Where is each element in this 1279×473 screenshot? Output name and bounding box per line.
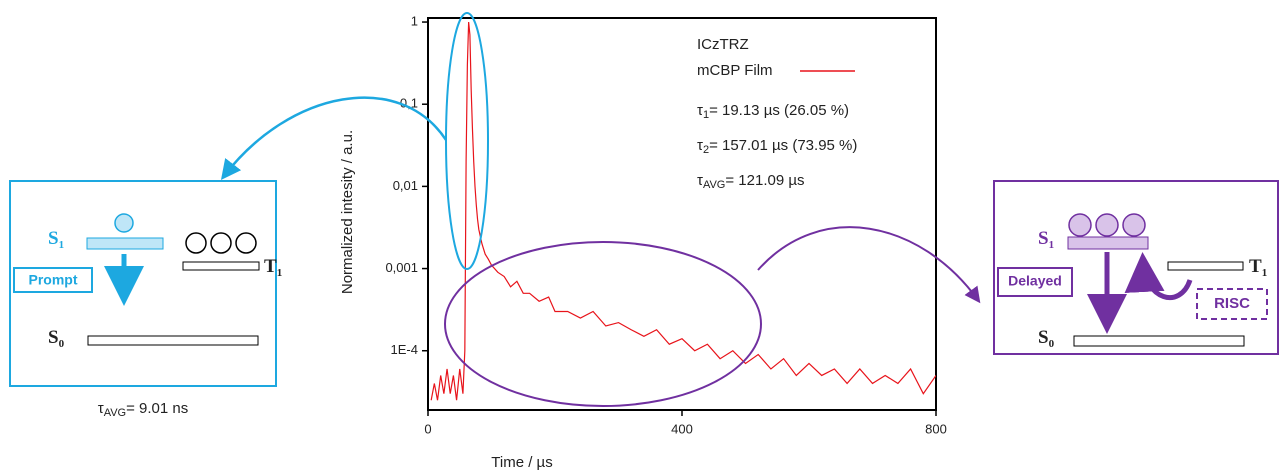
- box: [9, 180, 277, 387]
- y-tick-label: 1E-4: [391, 342, 418, 357]
- risc-arrow: [1124, 252, 1193, 300]
- arrow: [220, 96, 448, 180]
- annotation-part: = 157.01 µs (73.95 %): [709, 137, 857, 154]
- annotation-part: τ: [697, 172, 703, 189]
- annotation-part: AVG: [703, 179, 725, 191]
- annotation: τ2= 157.01 µs (73.95 %): [697, 137, 857, 156]
- box: [993, 180, 1279, 355]
- annotation: τ1= 19.13 µs (26.05 %): [697, 102, 849, 121]
- s0-label: S0: [48, 327, 65, 349]
- prompt-diagram: S1 T1 Prompt S0 τAVG= 9.01 ns: [9, 180, 282, 419]
- s1-label: S1: [1038, 228, 1054, 250]
- s1-label: S1: [48, 228, 64, 250]
- process-label: Delayed: [1008, 273, 1062, 289]
- s0-level: [1073, 335, 1245, 347]
- process-box: [13, 267, 93, 293]
- t1-label: T1: [264, 256, 282, 278]
- annotation: τAVG= 121.09 µs: [697, 172, 804, 191]
- plot-frame: [427, 17, 937, 411]
- process-box: [997, 267, 1073, 297]
- s1-level: [1067, 236, 1149, 250]
- annotation-part: 2: [703, 144, 709, 156]
- y-tick-label: 0,1: [400, 96, 418, 111]
- s0-level: [87, 335, 259, 346]
- risc-box: [1196, 288, 1268, 320]
- annotation-part: τ: [697, 102, 703, 119]
- s1-level: [86, 237, 164, 250]
- y-tick-label: 1: [411, 13, 418, 28]
- exciton: [185, 232, 207, 254]
- annotation-part: = 121.09 µs: [725, 172, 804, 189]
- annotation-part: 1: [703, 109, 709, 121]
- highlight: [445, 12, 489, 270]
- lifetime: τAVG= 9.01 ns: [98, 400, 189, 419]
- annotation-part: = 19.13 µs (26.05 %): [709, 102, 849, 119]
- t1-level: [182, 261, 260, 271]
- x-tick-label: 400: [671, 421, 693, 436]
- y-tick-label: 0,001: [385, 260, 418, 275]
- annotation-part: τ: [697, 137, 703, 154]
- arrow: [757, 226, 981, 304]
- x-axis-label: Time / µs: [491, 454, 552, 471]
- exciton: [1068, 213, 1092, 237]
- exciton: [210, 232, 232, 254]
- highlight: [444, 241, 762, 407]
- data-line: [430, 21, 936, 401]
- delayed-diagram: S1 T1 Delayed RISC S0: [993, 180, 1279, 355]
- exciton: [1122, 213, 1146, 237]
- risc-label: RISC: [1214, 295, 1250, 312]
- legend-title: ICzTRZ: [697, 36, 749, 53]
- s0-label: S0: [1038, 327, 1055, 349]
- y-axis-label: Normalized intesity / a.u.: [339, 130, 356, 294]
- exciton: [114, 213, 134, 233]
- legend-label: mCBP Film: [697, 62, 773, 79]
- chart: Time / µs Normalized intesity / a.u. ICz…: [339, 13, 947, 470]
- t1-label: T1: [1249, 256, 1267, 278]
- exciton: [1095, 213, 1119, 237]
- y-tick-label: 0,01: [393, 178, 418, 193]
- exciton: [235, 232, 257, 254]
- x-tick-label: 800: [925, 421, 947, 436]
- t1-level: [1167, 261, 1244, 271]
- plot-area: [430, 21, 936, 401]
- x-tick-label: 0: [424, 421, 431, 436]
- process-label: Prompt: [29, 272, 78, 288]
